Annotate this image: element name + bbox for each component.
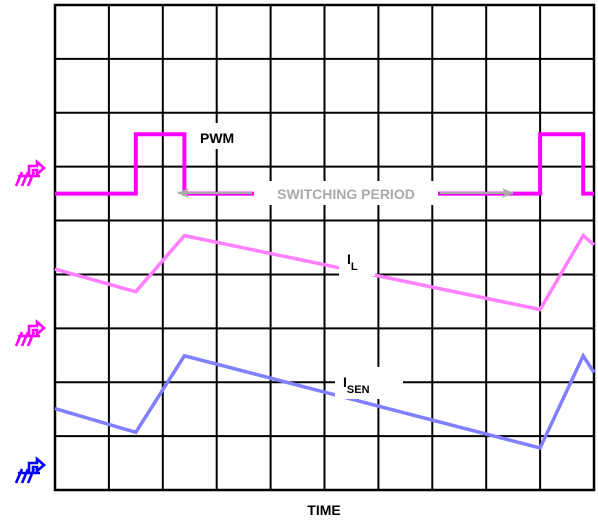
- il-label: IL: [347, 251, 358, 273]
- isen-label-subscript: SEN: [347, 384, 370, 396]
- sense-current-trace: [54, 352, 596, 451]
- switching-period-label: SWITCHING PERIOD: [277, 186, 415, 202]
- il-label-main: I: [347, 251, 351, 267]
- isen-ground-icon: [14, 456, 46, 484]
- isen-label-main: I: [343, 374, 347, 390]
- il-label-bg: [339, 244, 375, 276]
- il-label-subscript: L: [351, 261, 358, 273]
- time-axis-label: TIME: [307, 502, 340, 518]
- pwm-label-bg: [193, 123, 249, 149]
- pwm-ground-icon: [14, 159, 46, 187]
- il-ground-icon: [14, 319, 46, 347]
- isen-label: ISEN: [343, 374, 370, 396]
- oscilloscope-grid: [53, 3, 596, 492]
- pwm-label: PWM: [200, 130, 234, 146]
- isen-label-bg: [335, 367, 403, 399]
- switching-period-bg: [254, 181, 438, 205]
